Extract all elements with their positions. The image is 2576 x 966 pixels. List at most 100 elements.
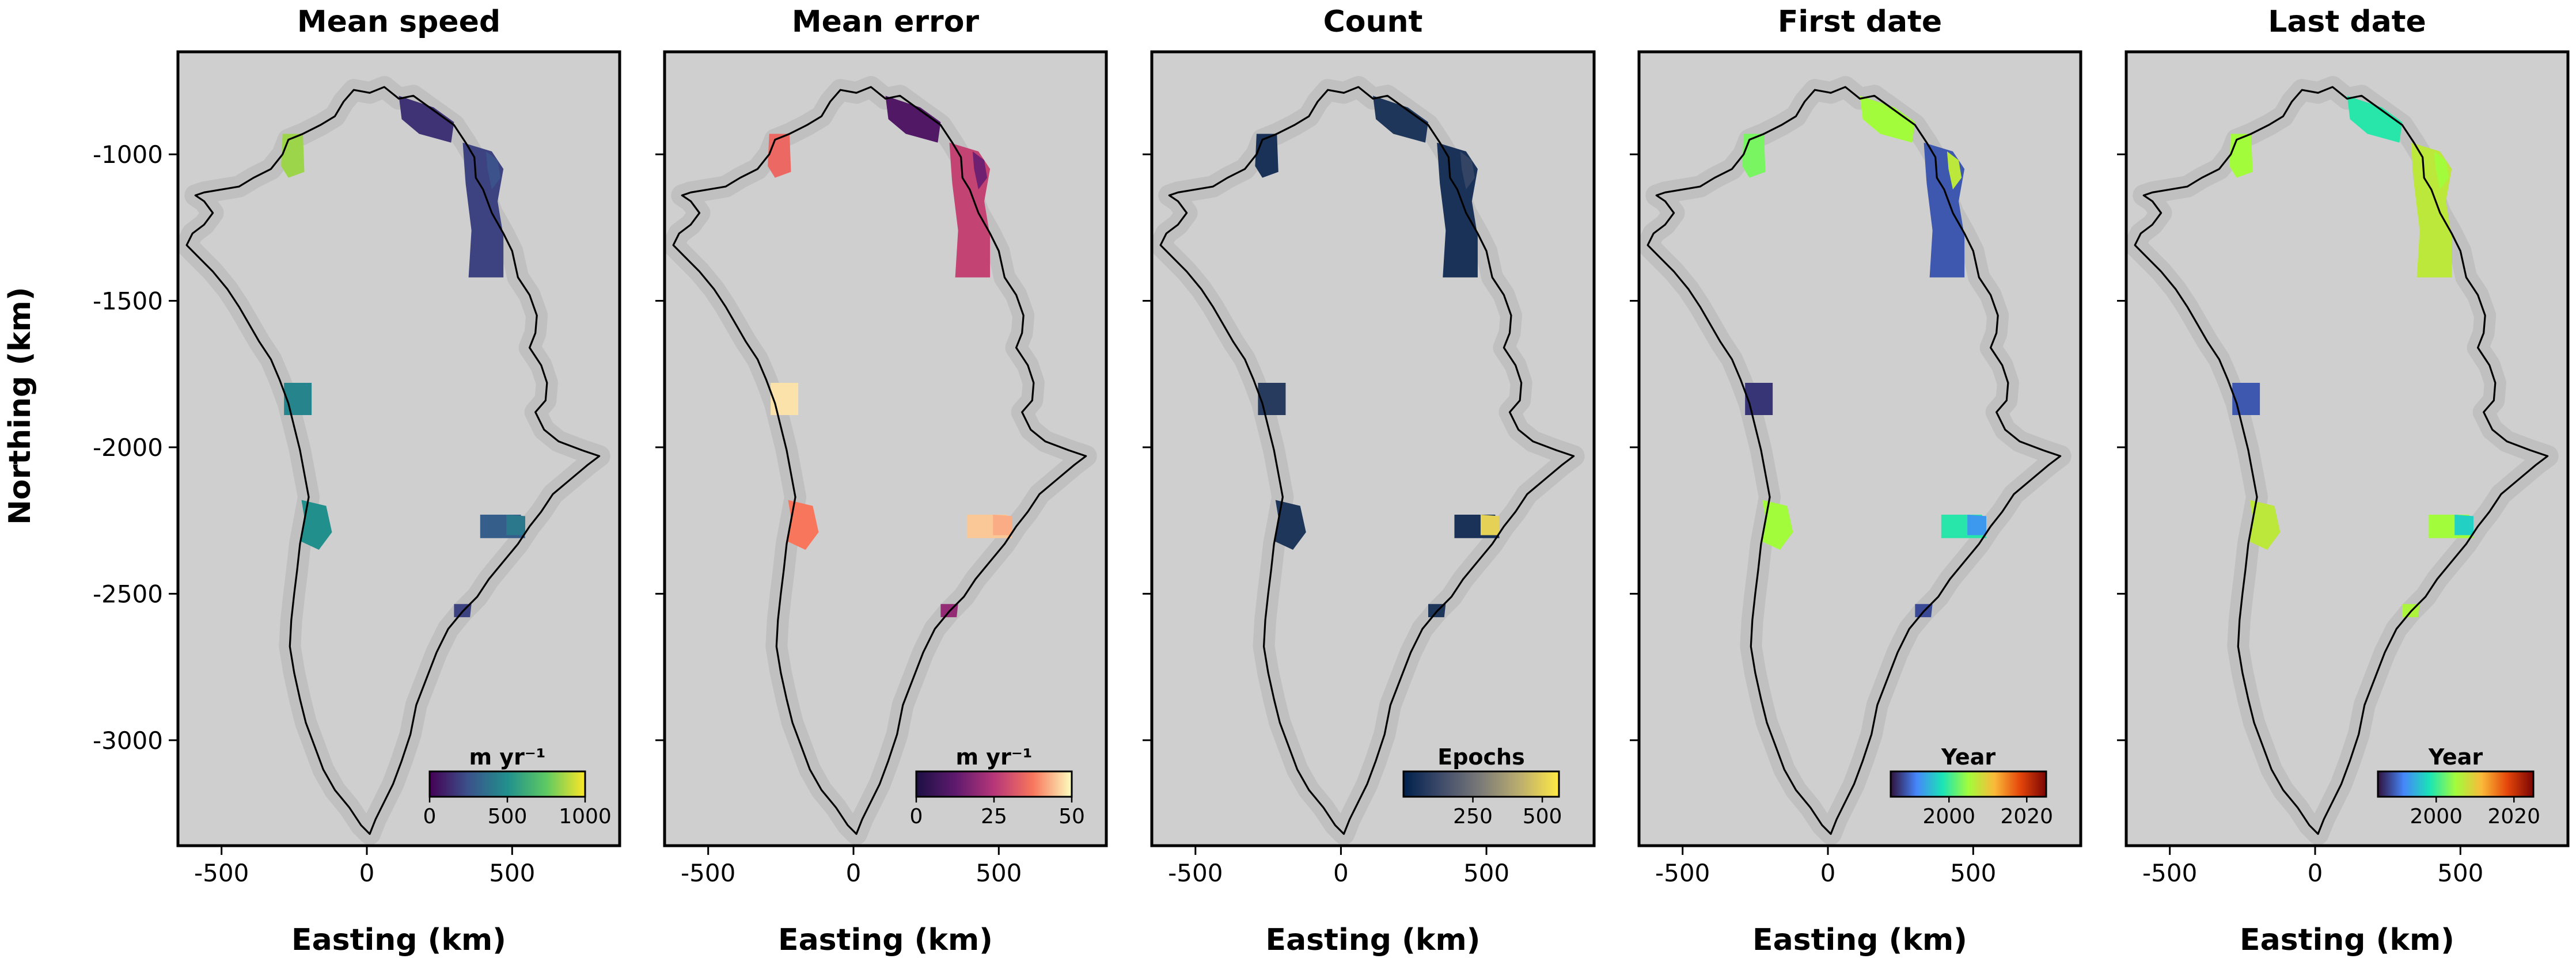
panel-frame <box>176 50 621 847</box>
colorbar-tick-label: 2000 <box>1922 805 1975 828</box>
panel-title: First date <box>1778 5 1942 39</box>
colorbar-tick-label: 50 <box>1059 805 1085 828</box>
x-tick-label: 0 <box>359 859 375 887</box>
colorbar-tick-label: 1000 <box>559 805 612 828</box>
coverage-region <box>1860 96 1915 143</box>
colorbar-tick-label: 0 <box>423 805 437 828</box>
coverage-region <box>1255 134 1278 178</box>
ice-sheet-outline <box>672 86 1087 835</box>
coverage-region <box>1274 500 1306 550</box>
coverage-region <box>2232 383 2260 415</box>
coverage-region <box>1967 514 1987 535</box>
coverage-region <box>2248 500 2281 550</box>
coverage-region <box>299 500 332 550</box>
coverage-region <box>2434 151 2449 190</box>
colorbar-tick-label: 500 <box>488 805 528 828</box>
coverage-region <box>1373 96 1428 143</box>
x-tick-label: 0 <box>2308 859 2323 887</box>
colorbar-tick-label: 2000 <box>2410 805 2463 828</box>
x-axis-label: Easting (km) <box>291 923 506 957</box>
colorbar-tick-label: 25 <box>981 805 1007 828</box>
coverage-region <box>281 134 305 178</box>
map-panel-4: First date -500 0 500 Easting (km) Year 2000 20… <box>1630 5 2082 957</box>
panel-frame <box>2124 50 2570 847</box>
y-tick-label: -1500 <box>93 287 163 315</box>
coverage-region <box>993 514 1012 535</box>
x-tick-label: 500 <box>489 859 535 887</box>
coverage-region <box>2229 134 2253 178</box>
coverage-region <box>506 514 526 535</box>
map-panel-5: Last date -500 0 500 Easting (km) Year 2000 202… <box>2117 5 2570 957</box>
x-tick-label: 500 <box>976 859 1022 887</box>
coverage-region <box>1460 151 1475 190</box>
coverage-region <box>1947 151 1962 190</box>
colorbar-gradient <box>1402 770 1560 798</box>
colorbar-gradient <box>1890 770 2047 798</box>
y-tick-label: -1000 <box>93 140 163 169</box>
coverage-region <box>1761 500 1793 550</box>
x-axis-label: Easting (km) <box>1752 923 1967 957</box>
colorbar: Year 2000 2020 <box>1890 744 2053 828</box>
colorbar-tick-label: 500 <box>1523 805 1562 828</box>
panel-frame <box>663 50 1108 847</box>
coverage-region <box>2454 514 2474 535</box>
colorbar: m yr⁻¹ 0 25 50 <box>910 744 1085 828</box>
coverage-region <box>771 383 799 415</box>
x-tick-label: 0 <box>1820 859 1836 887</box>
colorbar-label: Epochs <box>1437 744 1524 770</box>
panel-title: Last date <box>2268 5 2426 39</box>
y-tick-label: -2500 <box>93 580 163 608</box>
colorbar-tick-label: 2020 <box>2000 805 2053 828</box>
map-panel-1: Mean speed -500 0 500 Easting (km) -1000 -1500… <box>93 5 621 957</box>
map-panel-2: Mean error -500 0 500 Easting (km) m yr⁻¹ 0 25 5… <box>655 5 1108 957</box>
panel-title: Count <box>1323 5 1423 39</box>
colorbar-label: m yr⁻¹ <box>469 744 545 770</box>
coverage-region <box>399 96 454 143</box>
map-panel-3: Count -500 0 500 Easting (km) Epochs 250 500 <box>1143 5 1596 957</box>
ice-sheet-outline <box>185 86 601 835</box>
colorbar-label: Year <box>1941 744 1995 770</box>
ice-sheet-outline <box>1159 86 1575 835</box>
x-tick-label: -500 <box>2142 859 2197 887</box>
x-axis-label: Easting (km) <box>778 923 993 957</box>
x-tick-label: 0 <box>846 859 862 887</box>
x-tick-label: -500 <box>1168 859 1223 887</box>
coverage-region <box>1742 134 1766 178</box>
colorbar-gradient <box>428 770 586 798</box>
coverage-region <box>1745 383 1773 415</box>
ice-sheet-outline <box>1646 86 2062 835</box>
colorbar-label: m yr⁻¹ <box>955 744 1032 770</box>
colorbar: Year 2000 2020 <box>2377 744 2540 828</box>
coverage-region <box>485 151 501 190</box>
coverage-region <box>1258 383 1286 415</box>
panel-frame <box>1150 50 1596 847</box>
y-tick-label: -3000 <box>93 727 163 755</box>
coverage-region <box>2347 96 2403 143</box>
coverage-region <box>786 500 819 550</box>
x-axis-label: Easting (km) <box>1266 923 1481 957</box>
colorbar-label: Year <box>2428 744 2483 770</box>
y-tick-label: -2000 <box>93 433 163 462</box>
panel-title: Mean error <box>792 5 980 39</box>
colorbar-tick-label: 0 <box>910 805 923 828</box>
coverage-region <box>284 383 312 415</box>
x-tick-label: 500 <box>2437 859 2483 887</box>
coverage-region <box>972 151 988 190</box>
x-tick-label: -500 <box>194 859 249 887</box>
x-tick-label: 0 <box>1333 859 1349 887</box>
colorbar-tick-label: 2020 <box>2487 805 2540 828</box>
ice-sheet-outline <box>2134 86 2549 835</box>
colorbar-gradient <box>2377 770 2535 798</box>
y-axis-label: Northing (km) <box>3 287 37 524</box>
coverage-region <box>768 134 791 178</box>
colorbar-tick-label: 250 <box>1453 805 1493 828</box>
colorbar-gradient <box>915 770 1073 798</box>
x-axis-label: Easting (km) <box>2240 923 2454 957</box>
coverage-region <box>1480 514 1500 535</box>
colorbar: Epochs 250 500 <box>1402 744 1562 828</box>
panel-title: Mean speed <box>297 5 500 39</box>
panel-frame <box>1637 50 2082 847</box>
x-tick-label: -500 <box>681 859 735 887</box>
x-tick-label: 500 <box>1463 859 1509 887</box>
coverage-region <box>885 96 941 143</box>
